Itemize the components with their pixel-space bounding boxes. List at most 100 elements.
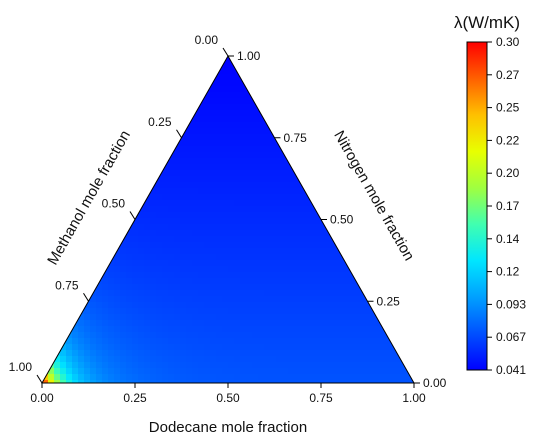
field-cell [204, 308, 211, 315]
field-cell [198, 362, 205, 369]
field-cell [372, 104, 379, 111]
field-cell [168, 374, 175, 381]
field-cell [84, 152, 91, 159]
field-cell [54, 116, 61, 123]
field-cell [246, 362, 253, 369]
field-cell [156, 56, 163, 63]
field-cell [228, 260, 235, 267]
field-cell [288, 68, 295, 75]
field-cell [60, 194, 67, 201]
field-cell [48, 272, 55, 279]
field-cell [138, 80, 145, 87]
colorbar [466, 41, 488, 371]
field-cell [306, 146, 313, 153]
field-cell [216, 278, 223, 285]
field-cell [318, 344, 325, 351]
field-cell [396, 104, 403, 111]
field-cell [180, 182, 187, 189]
field-cell [276, 62, 283, 69]
field-cell [396, 170, 403, 177]
field-cell [114, 362, 121, 369]
field-cell [168, 80, 175, 87]
field-cell [42, 176, 49, 183]
field-cell [252, 74, 259, 81]
field-cell [288, 200, 295, 207]
field-cell [228, 146, 235, 153]
field-cell [120, 182, 127, 189]
field-cell [180, 320, 187, 327]
field-cell [270, 308, 277, 315]
field-cell [264, 218, 271, 225]
field-cell [306, 200, 313, 207]
field-cell [372, 74, 379, 81]
field-cell [312, 320, 319, 327]
field-cell [294, 230, 301, 237]
field-cell [180, 224, 187, 231]
field-cell [84, 302, 91, 309]
field-cell [168, 218, 175, 225]
field-cell [324, 110, 331, 117]
field-cell [150, 176, 157, 183]
field-cell [90, 104, 97, 111]
field-cell [258, 314, 265, 321]
field-cell [84, 224, 91, 231]
field-cell [306, 248, 313, 255]
field-cell [306, 278, 313, 285]
field-cell [240, 374, 247, 381]
field-cell [306, 332, 313, 339]
field-cell [150, 338, 157, 345]
field-cell [318, 176, 325, 183]
field-cell [288, 326, 295, 333]
field-cell [228, 356, 235, 363]
field-cell [222, 284, 229, 291]
field-cell [42, 326, 49, 333]
field-cell [336, 314, 343, 321]
field-cell [108, 110, 115, 117]
field-cell [108, 74, 115, 81]
field-cell [360, 356, 367, 363]
field-cell [354, 104, 361, 111]
field-cell [306, 362, 313, 369]
field-cell [198, 128, 205, 135]
field-cell [294, 146, 301, 153]
field-cell [54, 374, 61, 381]
field-cell [348, 194, 355, 201]
field-cell [318, 104, 325, 111]
field-cell [318, 266, 325, 273]
field-cell [300, 308, 307, 315]
field-cell [72, 158, 79, 165]
field-cell [204, 80, 211, 87]
field-cell [294, 272, 301, 279]
field-cell [294, 380, 301, 383]
field-cell [288, 290, 295, 297]
field-cell [378, 314, 385, 321]
field-cell [360, 332, 367, 339]
field-cell [102, 338, 109, 345]
field-cell [306, 356, 313, 363]
field-cell [210, 344, 217, 351]
field-cell [312, 98, 319, 105]
field-cell [402, 200, 409, 207]
field-cell [288, 206, 295, 213]
field-cell [300, 98, 307, 105]
field-cell [378, 74, 385, 81]
field-cell [138, 104, 145, 111]
field-cell [186, 86, 193, 93]
field-cell [252, 194, 259, 201]
field-cell [306, 350, 313, 357]
field-cell [114, 368, 121, 375]
field-cell [42, 314, 49, 321]
field-cell [150, 98, 157, 105]
field-cell [162, 350, 169, 357]
field-cell [54, 182, 61, 189]
field-cell [354, 326, 361, 333]
field-cell [144, 290, 151, 297]
field-cell [156, 350, 163, 357]
field-cell [294, 368, 301, 375]
field-cell [300, 368, 307, 375]
field-cell [132, 296, 139, 303]
field-cell [60, 176, 67, 183]
field-cell [54, 194, 61, 201]
field-cell [186, 68, 193, 75]
field-cell [162, 80, 169, 87]
